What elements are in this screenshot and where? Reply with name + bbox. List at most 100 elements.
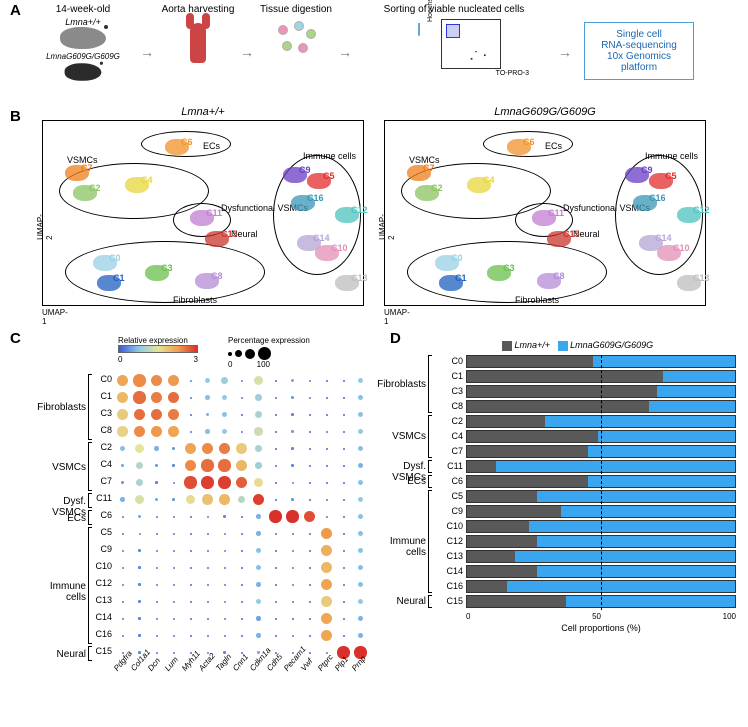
- gene-label: Tagln: [214, 652, 233, 673]
- dot: [343, 601, 345, 603]
- dot: [292, 635, 294, 637]
- dot: [309, 652, 311, 654]
- cluster-label: C15: [221, 229, 238, 239]
- dot: [343, 499, 345, 501]
- dot: [222, 395, 228, 401]
- legend-expr: Relative expression 03: [118, 336, 198, 364]
- dot: [122, 533, 124, 535]
- dot: [358, 633, 363, 638]
- dot: [292, 533, 294, 535]
- dot: [321, 528, 333, 540]
- bar-row-label: C15: [433, 596, 463, 606]
- cluster-label: C16: [649, 193, 666, 203]
- dot: [168, 426, 179, 437]
- dot: [156, 652, 158, 654]
- dot: [135, 495, 144, 504]
- dot: [155, 481, 158, 484]
- bar-mut: [515, 551, 735, 562]
- dot: [186, 495, 195, 504]
- cluster-label: C7: [81, 163, 93, 173]
- dot: [343, 448, 345, 450]
- bar-wt: [467, 491, 537, 502]
- dot: [190, 397, 192, 399]
- dot: [358, 446, 363, 451]
- out-l2: RNA-sequencing: [593, 40, 685, 51]
- legend-mut: LmnaG609G/G609G: [570, 340, 653, 350]
- dot: [292, 567, 294, 569]
- bar-row-label: C12: [433, 536, 463, 546]
- bar-wt: [467, 371, 663, 382]
- dot: [238, 496, 245, 503]
- dot: [205, 429, 210, 434]
- step1: 14-week-old Lmna+/+ LmnaG609G/G609G: [28, 4, 138, 86]
- panel-b-label: B: [10, 108, 21, 125]
- dot: [309, 414, 311, 416]
- bar-group-label: Immune cells: [368, 536, 426, 558]
- dot: [236, 443, 246, 453]
- arrow-icon: →: [558, 44, 572, 60]
- dot: [120, 497, 125, 502]
- row-label: C7: [94, 476, 112, 486]
- dot: [190, 618, 192, 620]
- dot: [155, 464, 158, 467]
- dot: [241, 533, 243, 535]
- panel-a-label: A: [10, 2, 21, 19]
- dot: [326, 414, 328, 416]
- dot: [255, 394, 262, 401]
- dot: [358, 429, 364, 435]
- dot: [121, 464, 125, 468]
- bar-row-label: C10: [433, 521, 463, 531]
- cluster-label: C2: [431, 183, 443, 193]
- dot: [222, 429, 228, 435]
- dot: [168, 392, 179, 403]
- panel-c-label: C: [10, 330, 21, 347]
- dot: [207, 635, 209, 637]
- row-label: C15: [94, 646, 112, 656]
- dot: [343, 567, 345, 569]
- bar-mut: [496, 461, 735, 472]
- dot: [256, 565, 261, 570]
- bar-group-label: VSMCs: [368, 431, 426, 442]
- step2-title: Aorta harvesting: [158, 4, 238, 15]
- dot: [241, 550, 243, 552]
- dot: [275, 380, 277, 382]
- dot: [121, 481, 124, 484]
- dot: [151, 392, 163, 404]
- dot: [173, 516, 175, 518]
- dot: [358, 531, 363, 536]
- cluster-label: C3: [503, 263, 515, 273]
- dot: [172, 447, 175, 450]
- bar-wt: [467, 431, 598, 442]
- bar-group-bracket: [428, 415, 432, 458]
- panel-a: 14-week-old Lmna+/+ LmnaG609G/G609G → Ao…: [28, 4, 728, 104]
- dot: [275, 482, 277, 484]
- dot: [241, 635, 243, 637]
- bar-row-label: C5: [433, 491, 463, 501]
- dot: [138, 566, 141, 569]
- bar-group-label: Fibroblasts: [368, 379, 426, 390]
- dot: [120, 446, 125, 451]
- dot: [236, 477, 248, 489]
- dot: [155, 498, 159, 502]
- dot: [253, 494, 265, 506]
- cluster-label: C3: [161, 263, 173, 273]
- bar-group-bracket: [428, 355, 432, 413]
- sorter-icon: [407, 24, 431, 64]
- bar-wt: [467, 506, 561, 517]
- dot: [190, 567, 192, 569]
- legend-pmin: 0: [228, 360, 232, 369]
- group-label: Immune cells: [28, 581, 86, 603]
- step2: Aorta harvesting: [158, 4, 238, 66]
- bar-wt: [467, 536, 537, 547]
- cluster-label: C13: [693, 273, 710, 283]
- gene-label: Ptprc: [316, 653, 335, 673]
- bar-row-label: C1: [433, 371, 463, 381]
- row-label: C1: [94, 391, 112, 401]
- dot: [358, 582, 363, 587]
- dot: [224, 584, 226, 586]
- dot: [173, 567, 175, 569]
- dot: [173, 482, 175, 484]
- dot: [138, 515, 142, 519]
- gene-label: Dcn: [146, 656, 162, 673]
- bar-wt: [467, 386, 657, 397]
